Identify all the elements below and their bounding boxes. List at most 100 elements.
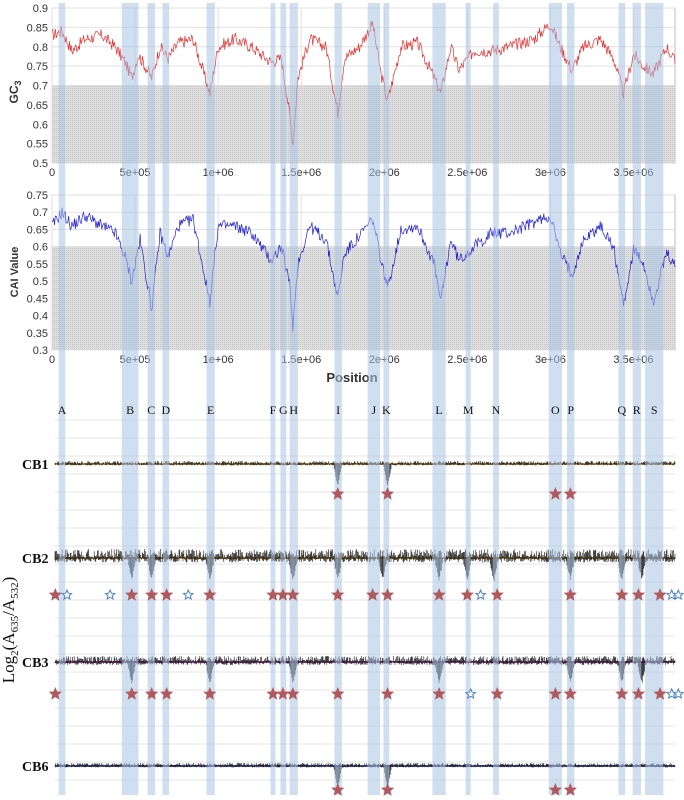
star-red: [631, 588, 646, 601]
gc3-y-axis-label: GC3: [7, 80, 23, 103]
region-band: [121, 3, 139, 795]
sample-label: CB1: [22, 458, 48, 473]
y-tick-label: 0.3: [33, 345, 48, 357]
track-cb2: CB2: [22, 549, 676, 582]
star-red: [125, 687, 139, 700]
y-tick-label: 0.7: [33, 81, 48, 93]
star-red: [331, 588, 345, 601]
star-red: [331, 687, 345, 700]
region-band: [493, 3, 499, 795]
region-label: I: [336, 403, 340, 417]
region-label: O: [551, 403, 560, 417]
region-band: [465, 3, 471, 795]
star-blue: [672, 588, 684, 601]
region-band: [162, 3, 170, 795]
star-blue: [104, 588, 117, 601]
star-red: [563, 588, 577, 601]
star-red: [160, 588, 174, 601]
track-cb3: CB3: [22, 656, 676, 684]
star-red: [563, 487, 577, 500]
y-tick-label: 0.4: [33, 311, 48, 323]
cai-panel: 0.3 0.35 0.4 0.45 0.5 0.55 0.6 0.65 0.7 0.75 05e+…: [9, 190, 676, 385]
y-tick-label: 0.7: [33, 207, 48, 219]
star-red: [380, 687, 395, 700]
region-band: [632, 3, 641, 795]
region-band: [58, 3, 66, 795]
region-label: S: [651, 403, 658, 417]
region-bands: [58, 3, 664, 795]
region-band: [289, 3, 298, 795]
gc3-x-tick-labels: 05e+051e+061.5e+062e+062.5e+063e+063.5e+…: [49, 167, 654, 179]
region-band: [147, 3, 156, 795]
cai-y-axis-label: CAI Value: [9, 247, 21, 298]
region-label: K: [382, 403, 391, 417]
star-red: [432, 588, 446, 601]
star-red: [276, 687, 290, 700]
region-label: C: [147, 403, 155, 417]
region-band: [270, 3, 276, 795]
y-tick-label: 0.45: [27, 293, 48, 305]
region-label: G: [279, 403, 288, 417]
star-red: [615, 687, 629, 700]
star-red: [548, 783, 562, 796]
region-label: R: [633, 403, 641, 417]
star-red: [563, 783, 577, 796]
y-tick-label: 0.35: [27, 328, 48, 340]
star-red: [563, 687, 577, 700]
region-band: [645, 3, 664, 795]
region-label: F: [270, 403, 277, 417]
star-red: [48, 588, 62, 601]
star-red: [380, 588, 395, 601]
hybridization-y-axis-label: Log2(A635/A532): [0, 577, 21, 684]
star-red: [380, 487, 395, 500]
gc3-baseline-fill: [52, 85, 675, 163]
region-label: N: [492, 403, 501, 417]
star-red: [631, 687, 646, 700]
baseline-fill: [52, 246, 675, 350]
region-label: P: [567, 403, 574, 417]
star-blue: [182, 588, 195, 601]
region-band: [567, 3, 575, 795]
star-red: [615, 588, 629, 601]
region-band: [383, 3, 390, 795]
star-red: [48, 687, 62, 700]
x-tick-label: 1.5e+06: [281, 167, 321, 179]
gc3-y-tick-labels: 0.5 0.55 0.6 0.65 0.7 0.75 0.8 0.85 0.9: [27, 3, 48, 170]
star-red: [653, 588, 667, 601]
region-label: H: [289, 403, 298, 417]
region-band: [280, 3, 287, 795]
star-blue: [672, 687, 684, 700]
track-cb6: CB6: [22, 760, 676, 788]
star-red: [203, 588, 217, 601]
region-band: [432, 3, 446, 795]
x-tick-label: 0: [49, 167, 55, 179]
star-red: [286, 687, 300, 700]
region-band: [548, 3, 563, 795]
y-tick-label: 0.55: [27, 259, 48, 271]
y-tick-label: 0.65: [27, 100, 48, 112]
region-label: J: [372, 403, 377, 417]
x-tick-label: 0: [49, 354, 55, 366]
hybridization-tracks: CB1 CB2 CB3 CB6: [22, 458, 676, 788]
cai-x-tick-labels: 05e+051e+061.5e+062e+062.5e+063e+063.5e+…: [49, 354, 654, 366]
y-tick-label: 0.5: [33, 158, 48, 170]
cai-baseline-fill: [52, 246, 675, 350]
baseline-fill: [52, 85, 675, 163]
star-red: [432, 687, 446, 700]
sample-label: CB6: [22, 760, 48, 775]
star-red: [145, 588, 159, 601]
star-red: [286, 588, 300, 601]
region-stars: [48, 487, 684, 796]
y-tick-label: 0.6: [33, 119, 48, 131]
star-red: [276, 588, 290, 601]
region-label: L: [435, 403, 442, 417]
star-red: [203, 687, 217, 700]
region-label: A: [58, 403, 67, 417]
y-tick-label: 0.75: [27, 190, 48, 202]
sample-label: CB2: [22, 552, 48, 567]
star-red: [331, 487, 345, 500]
x-tick-label: 1.5e+06: [281, 354, 321, 366]
y-tick-label: 0.55: [27, 139, 48, 151]
